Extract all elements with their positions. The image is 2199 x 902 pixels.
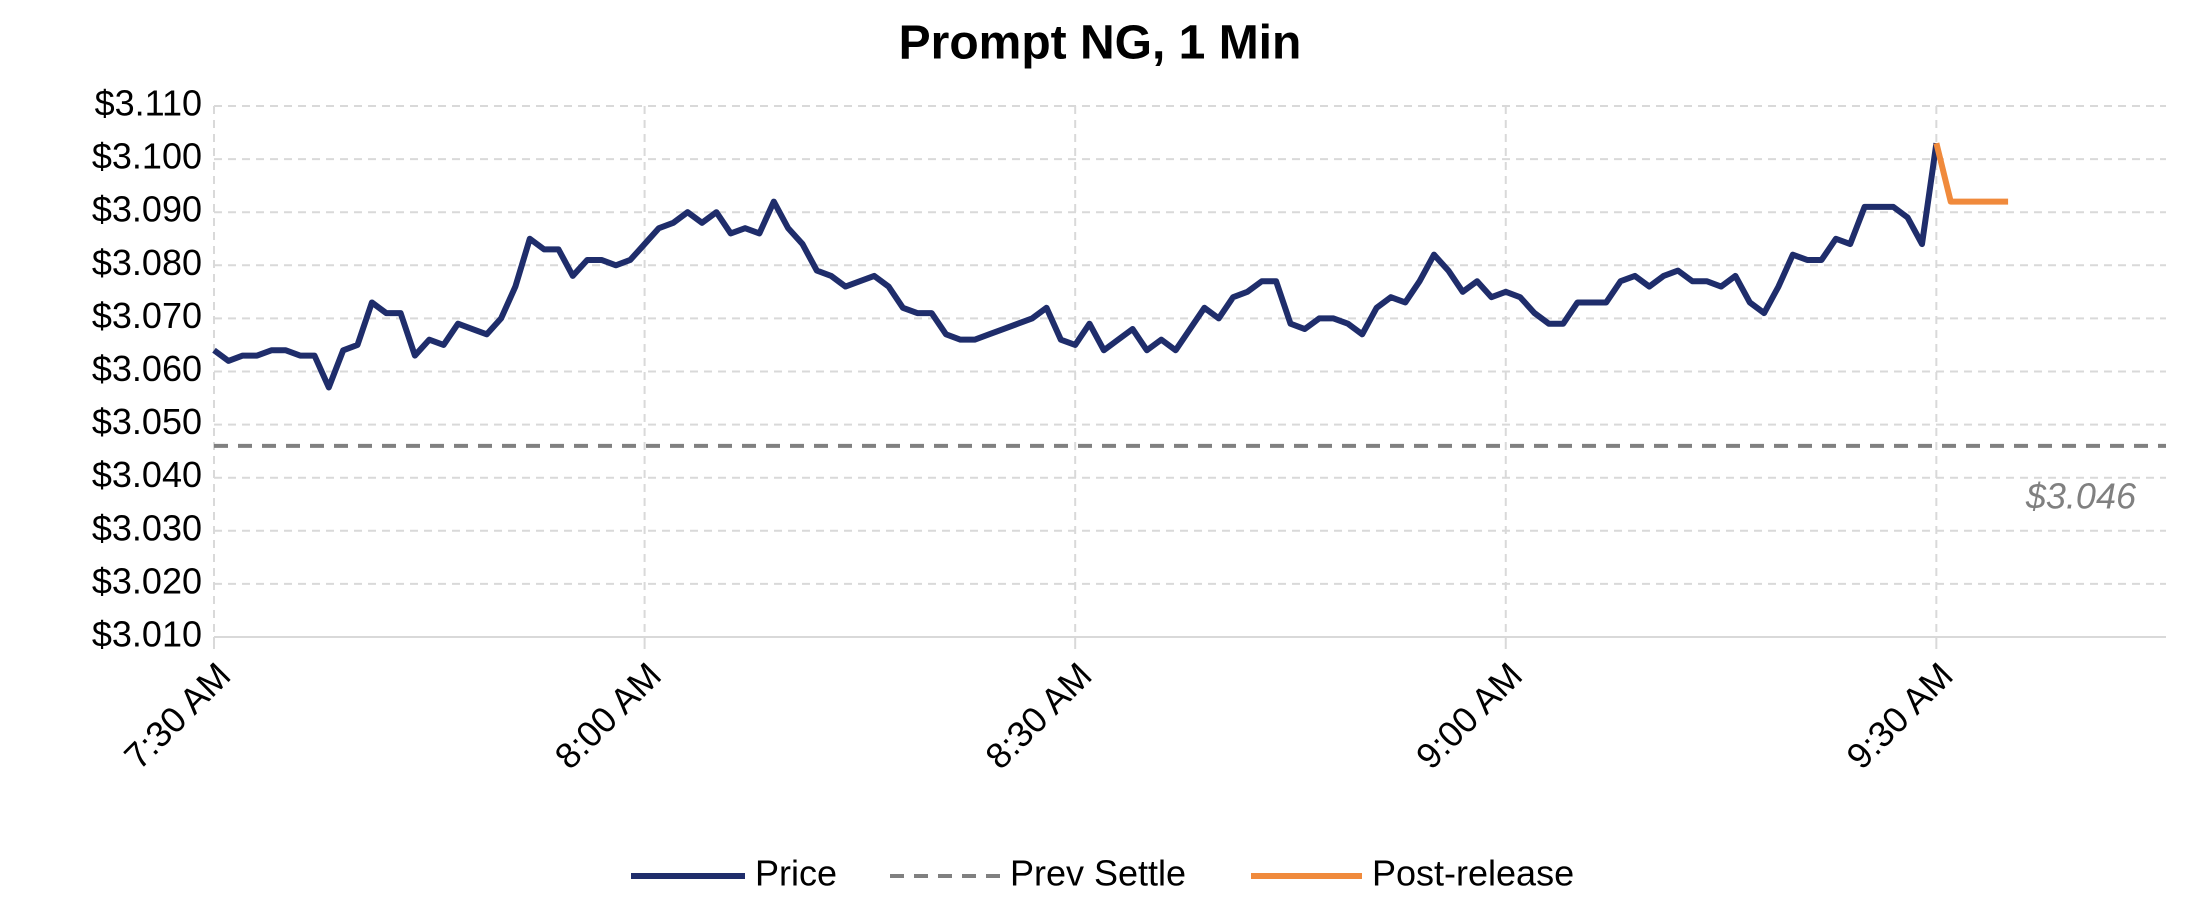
y-tick-label: $3.110 bbox=[95, 83, 202, 124]
y-tick-label: $3.030 bbox=[92, 507, 202, 548]
chart-title: Prompt NG, 1 Min bbox=[899, 17, 1302, 70]
legend-label: Post-release bbox=[1372, 853, 1574, 894]
x-tick-label: 7:30 AM bbox=[116, 654, 238, 776]
x-tick-label: 9:30 AM bbox=[1838, 654, 1960, 776]
legend-label: Price bbox=[755, 853, 837, 894]
y-tick-label: $3.010 bbox=[92, 614, 202, 655]
x-tick-label: 9:00 AM bbox=[1408, 654, 1530, 776]
y-tick-label: $3.060 bbox=[92, 348, 202, 389]
y-tick-label: $3.070 bbox=[92, 295, 202, 336]
reference-label: $3.046 bbox=[2025, 475, 2137, 516]
series-line bbox=[212, 142, 1940, 391]
y-tick-label: $3.080 bbox=[92, 242, 202, 283]
y-tick-label: $3.040 bbox=[92, 454, 202, 495]
x-tick-label: 8:30 AM bbox=[977, 654, 1099, 776]
y-tick-label: $3.020 bbox=[92, 560, 202, 601]
legend-label: Prev Settle bbox=[1010, 853, 1186, 894]
y-tick-label: $3.090 bbox=[92, 189, 202, 230]
y-tick-label: $3.100 bbox=[92, 136, 202, 177]
y-tick-label: $3.050 bbox=[92, 401, 202, 442]
x-tick-label: 8:00 AM bbox=[547, 654, 669, 776]
series-line bbox=[1933, 142, 2009, 205]
